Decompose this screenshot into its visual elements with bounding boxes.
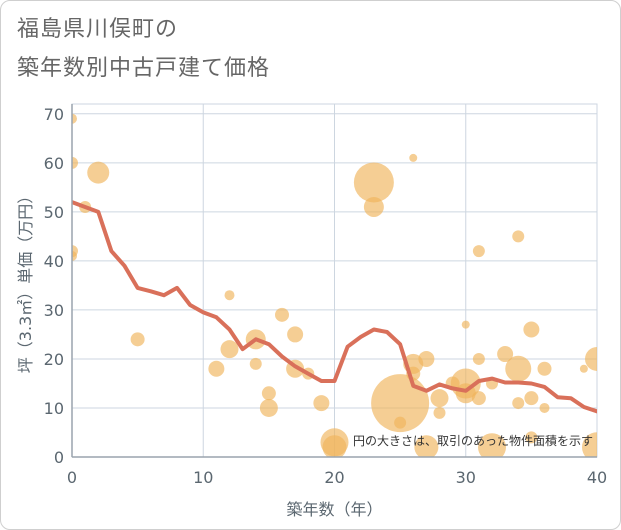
data-bubble <box>353 162 394 203</box>
data-bubble <box>512 397 525 410</box>
data-bubble <box>208 360 225 377</box>
y-tick-label: 10 <box>44 399 64 418</box>
data-bubble <box>505 355 532 382</box>
chart-title-line2: 築年数別中古戸建て価格 <box>17 56 271 81</box>
data-bubble <box>287 326 304 343</box>
x-tick-label: 0 <box>67 468 77 487</box>
y-tick-label: 70 <box>44 105 64 124</box>
y-tick-label: 20 <box>44 350 64 369</box>
data-bubble <box>363 196 384 217</box>
data-bubble <box>582 432 597 457</box>
data-bubble <box>539 402 550 413</box>
data-bubble <box>472 352 485 365</box>
data-bubble <box>471 391 486 406</box>
x-tick-label: 40 <box>587 468 607 487</box>
data-bubble <box>87 161 110 184</box>
data-bubble <box>322 435 347 457</box>
data-bubble <box>472 245 485 258</box>
data-bubble <box>418 350 435 367</box>
data-bubble <box>275 307 289 322</box>
y-tick-label: 50 <box>44 203 64 222</box>
data-bubble <box>220 340 239 359</box>
data-bubble <box>524 391 539 406</box>
tick-labels: 0 10 20 30 40 0 10 20 30 40 50 60 70 <box>44 105 608 487</box>
x-tick-label: 10 <box>193 468 213 487</box>
data-bubble <box>371 374 430 433</box>
x-axis-label: 築年数（年） <box>286 500 382 519</box>
data-bubble <box>261 386 276 401</box>
data-bubble <box>523 321 540 338</box>
chart-title-line1: 福島県川俣町の <box>17 17 179 42</box>
y-axis-label: 坪（3.3㎡）単価（万円） <box>16 188 35 373</box>
x-tick-label: 30 <box>456 468 476 487</box>
data-bubble <box>537 361 552 376</box>
bubble-layer <box>72 113 597 457</box>
data-bubble <box>430 389 449 408</box>
data-bubble <box>433 406 446 419</box>
data-bubble <box>130 332 145 347</box>
data-bubble <box>224 290 235 301</box>
y-tick-label: 40 <box>44 252 64 271</box>
data-bubble <box>585 346 597 371</box>
y-tick-label: 0 <box>54 448 64 467</box>
bubble-size-note: 円の大きさは、取引のあった物件面積を示す <box>353 433 593 448</box>
y-tick-label: 60 <box>44 154 64 173</box>
data-bubble <box>72 113 77 124</box>
data-bubble <box>249 357 262 370</box>
data-bubble <box>497 346 514 363</box>
data-bubble <box>409 153 418 162</box>
data-bubble <box>259 398 278 417</box>
y-tick-label: 30 <box>44 301 64 320</box>
data-bubble <box>72 250 77 261</box>
data-bubble <box>394 416 407 429</box>
data-bubble <box>414 435 439 457</box>
x-tick-label: 20 <box>324 468 344 487</box>
data-bubble <box>579 364 588 373</box>
axes <box>71 104 597 458</box>
data-bubble <box>461 320 470 329</box>
data-bubble <box>512 230 525 243</box>
data-bubble <box>313 395 330 412</box>
data-bubble <box>478 433 506 457</box>
data-bubble <box>72 156 78 169</box>
line-layer <box>72 200 597 414</box>
average-price-line <box>72 200 597 414</box>
data-bubble <box>525 431 538 444</box>
